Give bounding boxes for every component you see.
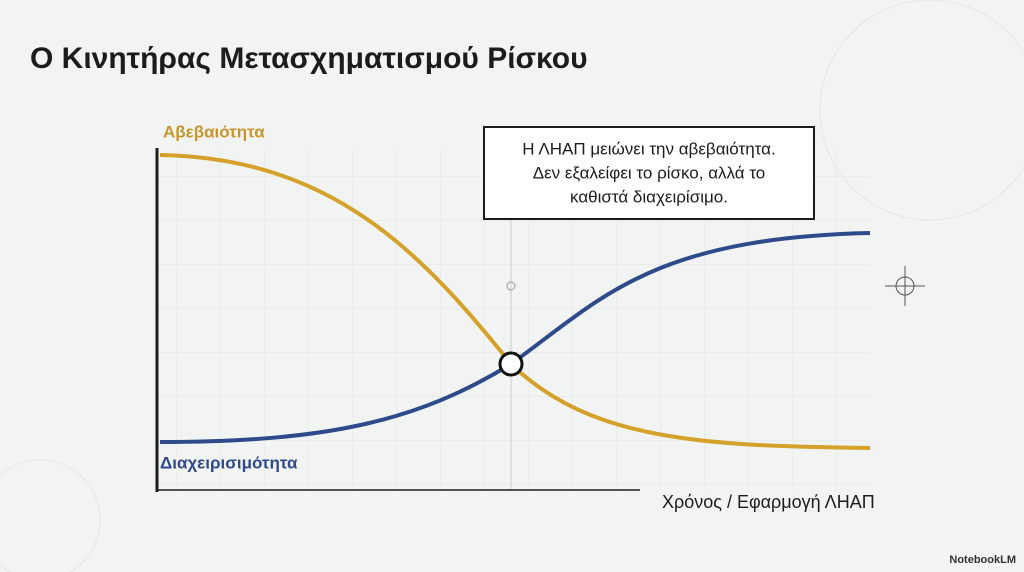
x-axis-label: Χρόνος / Εφαρμογή ΛΗΑΠ: [662, 492, 875, 512]
annotation-line: καθιστά διαχειρίσιμο.: [570, 187, 728, 206]
curve-label: Αβεβαιότητα: [163, 122, 265, 141]
intersection: [498, 351, 524, 377]
brand: NotebookLM: [949, 554, 1016, 566]
guide-dot: [506, 281, 516, 291]
annotation-box: [483, 126, 815, 220]
annotation-line: Η ΛΗΑΠ μειώνει την αβεβαιότητα.: [522, 139, 775, 158]
curve-label: Διαχειρισιμότητα: [160, 453, 298, 472]
decor-circle: [0, 459, 101, 572]
title: Ο Κινητήρας Μετασχηματισμού Ρίσκου: [30, 42, 588, 75]
decor-circle: [819, 0, 1024, 221]
annotation-line: Δεν εξαλείφει το ρίσκο, αλλά το: [533, 163, 766, 182]
crosshair: [885, 266, 925, 306]
